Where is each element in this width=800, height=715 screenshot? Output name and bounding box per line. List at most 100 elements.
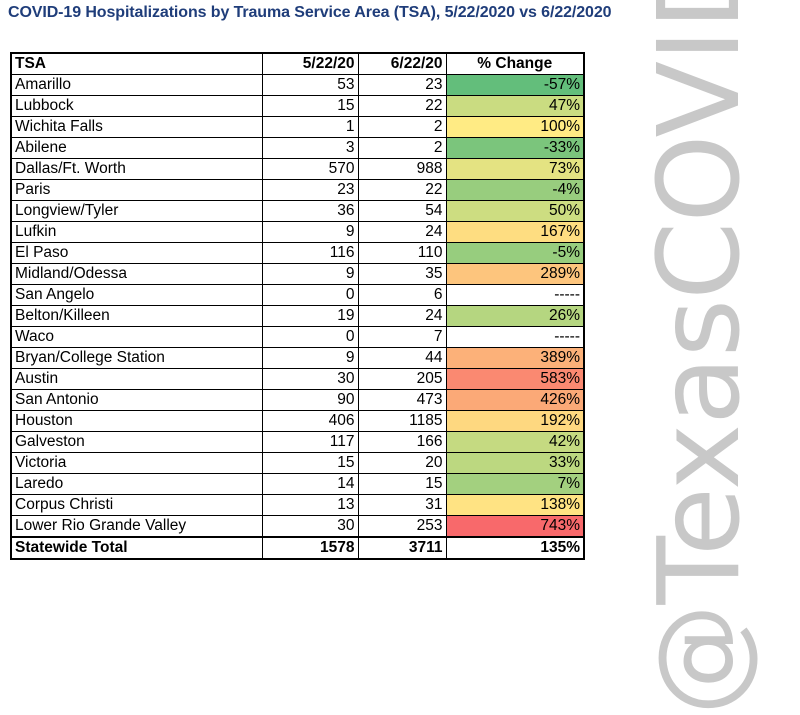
table-row: Houston 406 1185 192% xyxy=(10,410,585,432)
tsa-cell: Lufkin xyxy=(10,221,263,243)
table-row: Corpus Christi 13 31 138% xyxy=(10,494,585,516)
may-value-cell: 406 xyxy=(261,410,359,432)
may-value-cell: 9 xyxy=(261,263,359,285)
table-row: Longview/Tyler 36 54 50% xyxy=(10,200,585,222)
header-jun: 6/22/20 xyxy=(357,52,447,75)
tsa-cell: El Paso xyxy=(10,242,263,264)
tsa-cell: Amarillo xyxy=(10,74,263,96)
pct-change-cell: 73% xyxy=(445,158,585,180)
table-row: Victoria 15 20 33% xyxy=(10,452,585,474)
pct-change-cell: 192% xyxy=(445,410,585,432)
tsa-cell: Lower Rio Grande Valley xyxy=(10,515,263,538)
table-row: El Paso 116 110 -5% xyxy=(10,242,585,264)
jun-value-cell: 2 xyxy=(357,137,447,159)
table-row: Bryan/College Station 9 44 389% xyxy=(10,347,585,369)
tsa-cell: Lubbock xyxy=(10,95,263,117)
may-value-cell: 116 xyxy=(261,242,359,264)
jun-value-cell: 44 xyxy=(357,347,447,369)
tsa-cell: Waco xyxy=(10,326,263,348)
pct-change-cell: 583% xyxy=(445,368,585,390)
pct-change-cell: 389% xyxy=(445,347,585,369)
table-row: Lubbock 15 22 47% xyxy=(10,95,585,117)
may-value-cell: 13 xyxy=(261,494,359,516)
pct-change-cell: 138% xyxy=(445,494,585,516)
table-row: Lufkin 9 24 167% xyxy=(10,221,585,243)
jun-value-cell: 15 xyxy=(357,473,447,495)
tsa-cell: Dallas/Ft. Worth xyxy=(10,158,263,180)
may-value-cell: 9 xyxy=(261,221,359,243)
tsa-cell: Galveston xyxy=(10,431,263,453)
hospitalizations-table: TSA 5/22/20 6/22/20 % Change Amarillo 53 2… xyxy=(10,52,585,560)
jun-value-cell: 24 xyxy=(357,305,447,327)
jun-value-cell: 110 xyxy=(357,242,447,264)
tsa-cell: Paris xyxy=(10,179,263,201)
header-may: 5/22/20 xyxy=(261,52,359,75)
pct-change-cell: 47% xyxy=(445,95,585,117)
pct-change-cell: 135% xyxy=(445,536,585,560)
header-pct-change: % Change xyxy=(445,52,585,75)
table-row: Midland/Odessa 9 35 289% xyxy=(10,263,585,285)
table-row: Austin 30 205 583% xyxy=(10,368,585,390)
may-value-cell: 3 xyxy=(261,137,359,159)
may-value-cell: 53 xyxy=(261,74,359,96)
pct-change-cell: 7% xyxy=(445,473,585,495)
jun-value-cell: 2 xyxy=(357,116,447,138)
tsa-cell: Midland/Odessa xyxy=(10,263,263,285)
may-value-cell: 9 xyxy=(261,347,359,369)
tsa-cell: Laredo xyxy=(10,473,263,495)
pct-change-cell: 167% xyxy=(445,221,585,243)
pct-change-cell: ----- xyxy=(445,284,585,306)
table-row: Dallas/Ft. Worth 570 988 73% xyxy=(10,158,585,180)
may-value-cell: 0 xyxy=(261,284,359,306)
table-row: Galveston 117 166 42% xyxy=(10,431,585,453)
tsa-cell: San Antonio xyxy=(10,389,263,411)
jun-value-cell: 166 xyxy=(357,431,447,453)
table-row: Amarillo 53 23 -57% xyxy=(10,74,585,96)
may-value-cell: 15 xyxy=(261,95,359,117)
pct-change-cell: -33% xyxy=(445,137,585,159)
table-row: San Antonio 90 473 426% xyxy=(10,389,585,411)
may-value-cell: 15 xyxy=(261,452,359,474)
jun-value-cell: 24 xyxy=(357,221,447,243)
jun-value-cell: 1185 xyxy=(357,410,447,432)
table-row: Abilene 3 2 -33% xyxy=(10,137,585,159)
table-row: Paris 23 22 -4% xyxy=(10,179,585,201)
jun-value-cell: 7 xyxy=(357,326,447,348)
table-row: Lower Rio Grande Valley 30 253 743% xyxy=(10,515,585,538)
tsa-cell: Corpus Christi xyxy=(10,494,263,516)
may-value-cell: 36 xyxy=(261,200,359,222)
may-value-cell: 117 xyxy=(261,431,359,453)
jun-value-cell: 253 xyxy=(357,515,447,538)
pct-change-cell: 426% xyxy=(445,389,585,411)
may-value-cell: 0 xyxy=(261,326,359,348)
pct-change-cell: 743% xyxy=(445,515,585,538)
jun-value-cell: 3711 xyxy=(357,536,447,560)
jun-value-cell: 31 xyxy=(357,494,447,516)
jun-value-cell: 988 xyxy=(357,158,447,180)
pct-change-cell: 289% xyxy=(445,263,585,285)
pct-change-cell: 100% xyxy=(445,116,585,138)
may-value-cell: 30 xyxy=(261,515,359,538)
pct-change-cell: -4% xyxy=(445,179,585,201)
table-row: San Angelo 0 6 ----- xyxy=(10,284,585,306)
jun-value-cell: 22 xyxy=(357,179,447,201)
table-row: Wichita Falls 1 2 100% xyxy=(10,116,585,138)
tsa-cell: Houston xyxy=(10,410,263,432)
header-row: TSA 5/22/20 6/22/20 % Change xyxy=(10,52,585,75)
header-tsa: TSA xyxy=(10,52,263,75)
tsa-cell: Wichita Falls xyxy=(10,116,263,138)
jun-value-cell: 205 xyxy=(357,368,447,390)
page-title: COVID-19 Hospitalizations by Trauma Serv… xyxy=(8,4,612,21)
tsa-cell: Belton/Killeen xyxy=(10,305,263,327)
watermark: @TexasCOVID xyxy=(635,0,765,715)
pct-change-cell: 42% xyxy=(445,431,585,453)
jun-value-cell: 473 xyxy=(357,389,447,411)
jun-value-cell: 20 xyxy=(357,452,447,474)
may-value-cell: 19 xyxy=(261,305,359,327)
pct-change-cell: 33% xyxy=(445,452,585,474)
tsa-cell: Longview/Tyler xyxy=(10,200,263,222)
tsa-cell: San Angelo xyxy=(10,284,263,306)
may-value-cell: 90 xyxy=(261,389,359,411)
table-row: Laredo 14 15 7% xyxy=(10,473,585,495)
may-value-cell: 1 xyxy=(261,116,359,138)
